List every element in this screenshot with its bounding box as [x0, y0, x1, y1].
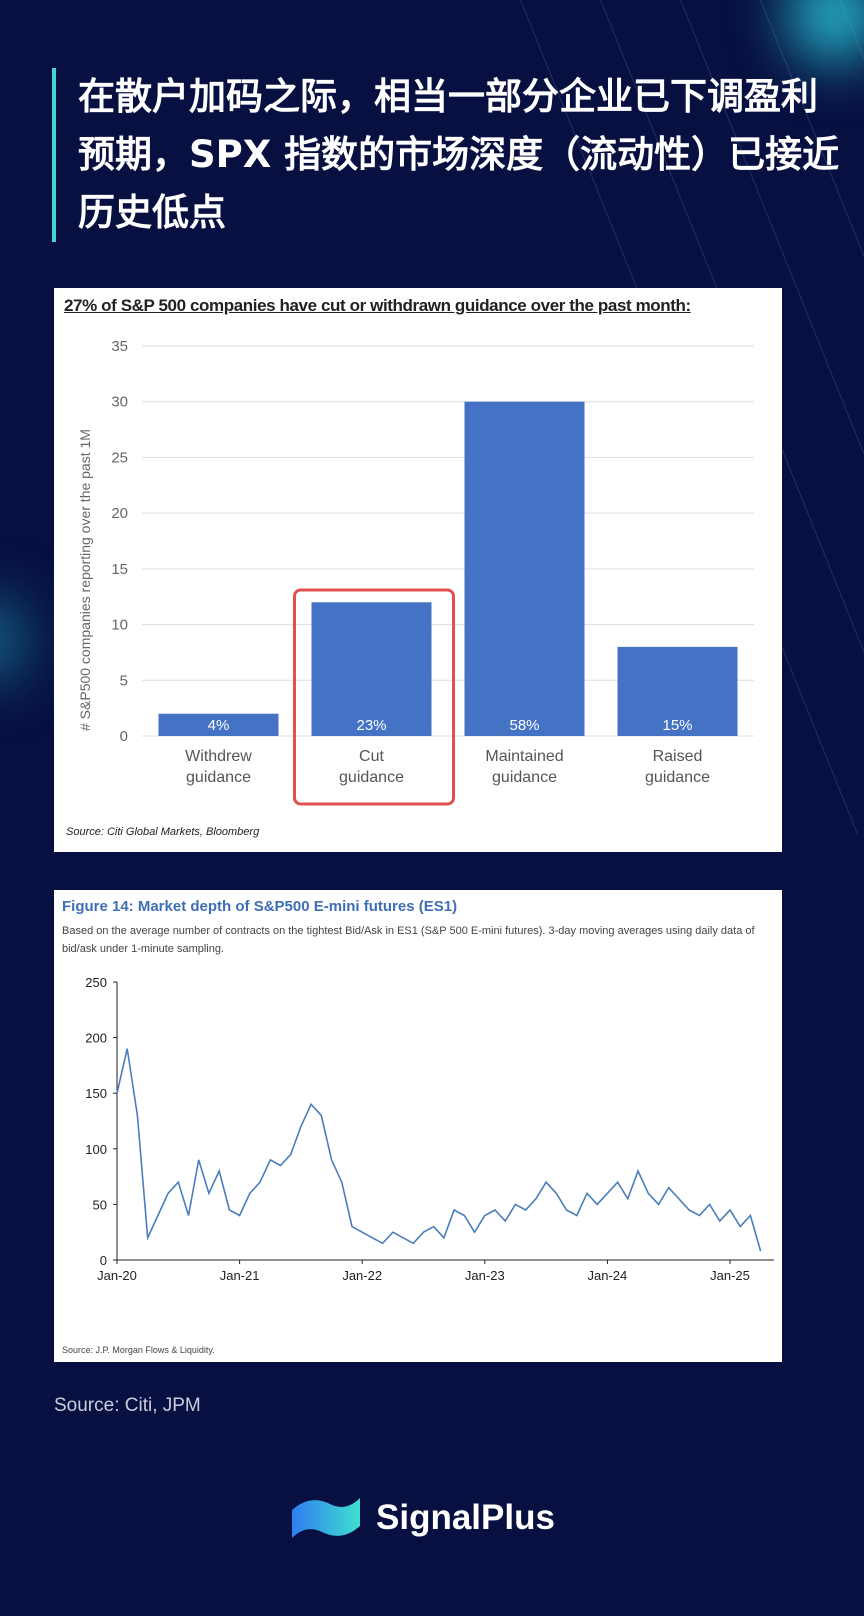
bar-data-label: 4% [208, 717, 230, 734]
y-tick-label: 150 [85, 1086, 107, 1101]
y-tick-label: 50 [93, 1197, 107, 1212]
page-title: 在散户加码之际，相当一部分企业已下调盈利预期，SPX 指数的市场深度（流动性）已… [52, 68, 842, 242]
x-tick-label: Jan-23 [465, 1268, 505, 1283]
y-tick-label: 250 [85, 975, 107, 990]
x-tick-label: Withdrew [185, 748, 252, 765]
bar [617, 646, 738, 736]
line-chart-subtitle: Based on the average number of contracts… [62, 925, 755, 955]
series-line [116, 1048, 762, 1252]
brand-logo: SignalPlus [290, 1490, 555, 1546]
bar-data-label: 23% [356, 717, 386, 734]
y-tick-label: 5 [120, 672, 128, 689]
bar-data-label: 15% [662, 717, 692, 734]
x-tick-label: Jan-22 [342, 1268, 382, 1283]
highlight-box [293, 588, 455, 806]
signalplus-logo-icon [292, 1498, 360, 1538]
bar-data-label: 58% [509, 717, 539, 734]
x-tick-label: Cut [359, 748, 384, 765]
brand-name: SignalPlus [376, 1498, 555, 1537]
y-tick-label: 35 [111, 338, 128, 355]
x-tick-label: Jan-21 [220, 1268, 260, 1283]
y-tick-label: 200 [85, 1031, 107, 1046]
y-tick-label: 30 [111, 394, 128, 411]
y-tick-label: 25 [111, 449, 128, 466]
bar-chart-title: 27% of S&P 500 companies have cut or wit… [64, 296, 691, 315]
y-tick-label: 15 [111, 561, 128, 578]
x-tick-label: Maintained [485, 748, 563, 765]
line-chart: 0 50 100 150 200 250 Jan-20 Jan-21 Jan-22 Jan-23 J… [85, 975, 774, 1283]
bar-chart-source: Source: Citi Global Markets, Bloomberg [66, 826, 260, 838]
x-tick-label: guidance [339, 769, 404, 786]
x-tick-label: Jan-25 [710, 1268, 750, 1283]
y-tick-label: 0 [120, 728, 128, 745]
x-tick-label: guidance [645, 769, 710, 786]
x-tick-label: Jan-20 [97, 1268, 137, 1283]
y-tick-label: 20 [111, 505, 128, 522]
x-tick-label: Raised [653, 748, 703, 765]
bar [158, 713, 279, 736]
x-tick-label: guidance [492, 769, 557, 786]
y-tick-label: 10 [111, 617, 128, 634]
source-note: Source: Citi, JPM [54, 1395, 201, 1416]
y-axis-label: # S&P500 companies reporting over the pa… [77, 429, 93, 731]
x-tick-label: guidance [186, 769, 251, 786]
line-chart-title: Figure 14: Market depth of S&P500 E-mini… [62, 898, 458, 915]
bar [311, 602, 432, 736]
bar [464, 401, 585, 736]
bar-chart: 0 5 10 15 20 25 30 35 # S&P500 companies reporti… [77, 338, 754, 806]
y-tick-label: 0 [100, 1253, 107, 1268]
line-chart-card: Figure 14: Market depth of S&P500 E-mini… [54, 890, 782, 1362]
x-tick-label: Jan-24 [588, 1268, 628, 1283]
line-chart-source: Source: J.P. Morgan Flows & Liquidity. [62, 1345, 215, 1355]
bar-chart-card: 27% of S&P 500 companies have cut or wit… [54, 288, 782, 852]
y-tick-label: 100 [85, 1142, 107, 1157]
